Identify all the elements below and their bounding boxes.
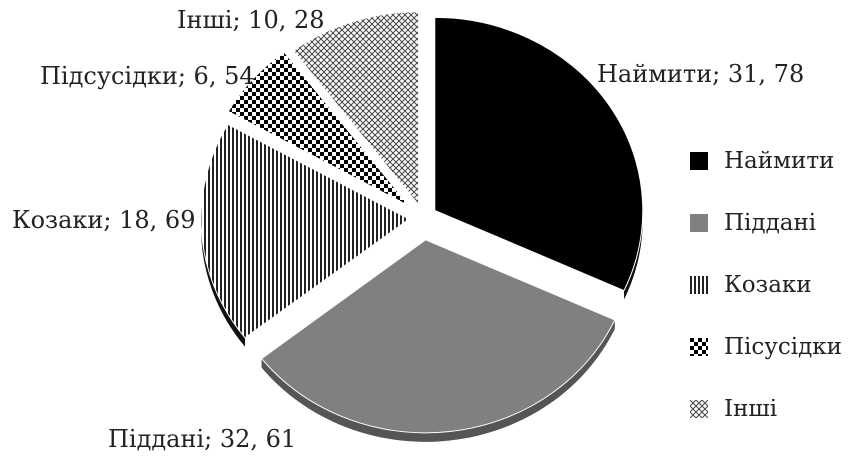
pie-slice-Підсусідки <box>227 51 410 207</box>
pie-slice-Козаки <box>200 123 410 339</box>
legend-item-inshi: Інші <box>690 378 854 440</box>
pie-slice-side <box>624 210 643 300</box>
legend: Наймити Піддані Козаки Пісусідки Інші <box>690 130 854 440</box>
legend-label: Піддані <box>724 210 817 236</box>
legend-item-naimyty: Наймити <box>690 130 854 192</box>
data-label-Наймити: Наймити; 31, 78 <box>597 60 804 88</box>
legend-swatch-vertical-lines <box>690 276 708 294</box>
pie-slice-side <box>201 219 246 347</box>
legend-swatch-crosshatch <box>690 400 708 418</box>
legend-label: Інші <box>724 396 778 422</box>
legend-label: Наймити <box>724 148 835 174</box>
legend-swatch-solid-black <box>690 152 708 170</box>
data-label-Піддані: Піддані; 32, 61 <box>108 425 296 453</box>
legend-item-piddani: Піддані <box>690 192 854 254</box>
legend-swatch-solid-gray <box>690 214 708 232</box>
data-label-Козаки: Козаки; 18, 69 <box>12 206 195 234</box>
pie-slice-Наймити <box>434 16 644 292</box>
legend-swatch-checker <box>690 338 708 356</box>
data-label-Підсусідки: Підсусідки; 6, 54 <box>40 62 255 90</box>
data-label-Інші: Інші; 10, 28 <box>177 6 325 34</box>
legend-label: Пісусідки <box>724 334 842 360</box>
pie-slice-Інші <box>292 11 420 207</box>
pie-slice-side <box>261 319 615 442</box>
pie-slices <box>200 11 644 442</box>
legend-item-kozaky: Козаки <box>690 254 854 316</box>
pie-data-labels: Наймити; 31, 78 Піддані; 32, 61 Козаки; 18… <box>12 6 804 453</box>
pie-slice-Піддані <box>260 239 616 434</box>
legend-label: Козаки <box>724 272 812 298</box>
legend-item-pisusidky: Пісусідки <box>690 316 854 378</box>
